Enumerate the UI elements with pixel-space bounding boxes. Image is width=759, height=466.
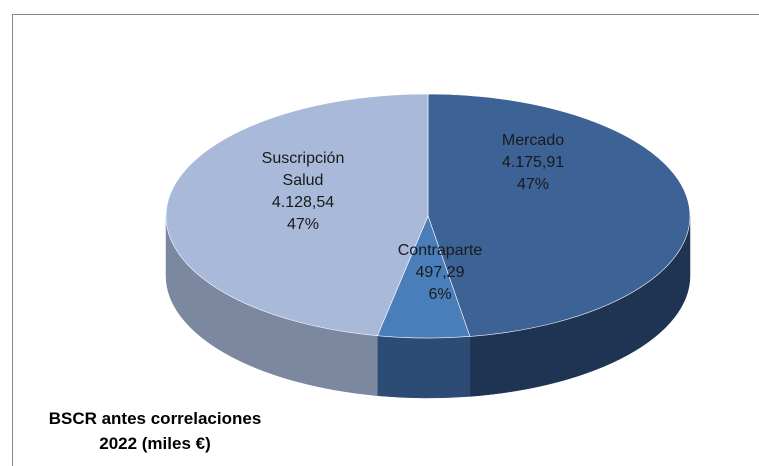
label-name: Mercado: [501, 132, 565, 149]
data-label: Suscripción Salud 4.128,54 47%: [243, 148, 363, 236]
slice-side: [377, 335, 471, 399]
label-name: Suscripción Salud: [261, 150, 345, 189]
label-percent: 47%: [286, 216, 320, 233]
label-percent: 6%: [428, 286, 452, 303]
label-value: 497,29: [415, 264, 465, 281]
data-label: Mercado 4.175,91 47%: [473, 130, 593, 196]
slice: [427, 93, 691, 337]
chart-title: BSCR antes correlaciones 2022 (miles €): [48, 409, 262, 453]
label-value: 4.175,91: [501, 154, 565, 171]
label-percent: 47%: [516, 176, 550, 193]
chart-frame: [12, 14, 759, 466]
slice: [165, 93, 429, 337]
label-name: Contraparte: [397, 242, 483, 259]
label-value: 4.128,54: [271, 194, 335, 211]
data-label: Contraparte 497,29 6%: [380, 240, 500, 306]
